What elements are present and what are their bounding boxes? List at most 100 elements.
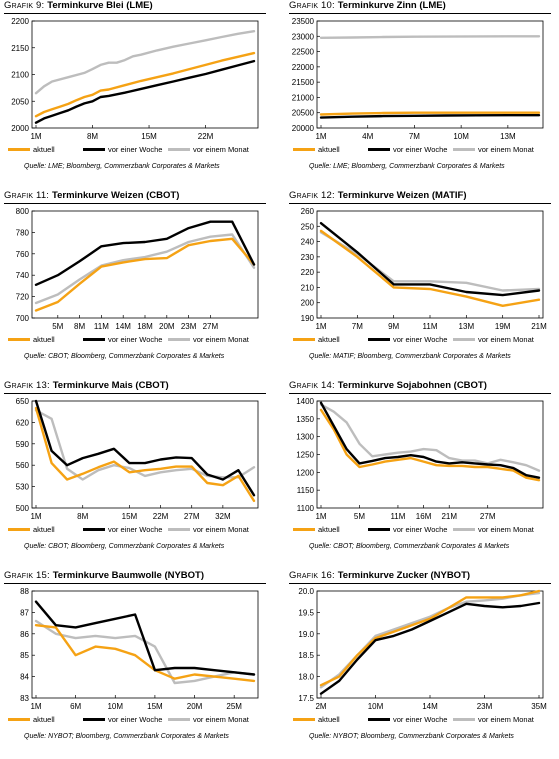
y-tick-label: 1250 [296,451,314,460]
series-line-aktuell [319,589,541,687]
title-rule [289,393,551,394]
legend-label: vor einer Woche [393,525,448,534]
legend-label: aktuell [318,525,340,534]
x-tick-label: 15M [147,702,163,711]
chart-title: Grafik 11: Terminkurve Weizen (CBOT) [4,190,179,204]
series-line-aktuell [319,229,541,308]
y-tick-label: 1150 [297,486,315,495]
y-tick-label: 86 [20,630,29,639]
x-tick-label: 11M [390,512,405,521]
chart-title: Grafik 9: Terminkurve Blei (LME) [4,0,153,14]
legend-swatch [168,718,190,721]
x-tick-label: 11M [94,322,109,331]
y-tick-label: 190 [301,314,315,323]
y-tick-label: 720 [16,293,30,302]
chart-name: Terminkurve Mais (CBOT) [52,380,169,391]
x-tick-label: 15M [122,512,138,521]
x-tick-label: 1M [30,702,41,711]
legend-swatch [368,148,390,151]
plot-frame [316,210,544,319]
x-tick-label: 13M [459,322,475,331]
y-tick-label: 800 [16,207,30,216]
legend-item-monat: vor einem Monat [453,145,534,154]
legend-label: vor einem Monat [478,525,534,534]
line-chart-zinn: 20000 20500 21000 21500 22000 22500 23000 23500… [292,17,544,141]
y-tick-label: 22000 [292,63,315,72]
chart-number: Grafik 10: [289,0,338,11]
chart-title: Grafik 12: Terminkurve Weizen (MATIF) [289,190,467,204]
legend-label: aktuell [318,715,340,724]
x-tick-label: 22M [198,132,214,141]
x-tick-label: 7M [352,322,363,331]
x-tick-label: 4M [362,132,373,141]
source-note: Quelle: CBOT; Bloomberg, Commerzbank Cor… [24,353,225,360]
legend-item-woche: vor einer Woche [368,715,447,724]
series-line-vor-einem-Monat [34,619,256,685]
x-tick-label: 25M [226,702,242,711]
chart-panel-zucker: Grafik 16: Terminkurve Zucker (NYBOT) 17… [289,570,559,755]
legend-item-aktuell: aktuell [8,525,55,534]
y-tick-label: 20000 [292,124,315,133]
legend-label: vor einem Monat [193,145,249,154]
x-tick-label: 10M [107,702,123,711]
y-tick-label: 240 [301,238,315,247]
y-tick-label: 230 [301,253,315,262]
source-note: Quelle: CBOT; Bloomberg, Commerzbank Cor… [309,543,510,550]
y-tick-label: 760 [16,250,30,259]
chart-name: Terminkurve Weizen (MATIF) [337,190,467,201]
y-tick-label: 1300 [296,433,314,442]
x-tick-label: 13M [500,132,516,141]
y-tick-label: 18.5 [298,651,314,660]
legend-swatch [453,528,475,531]
legend-item-woche: vor einer Woche [83,525,162,534]
legend-item-aktuell: aktuell [8,335,55,344]
legend-label: vor einer Woche [108,525,163,534]
y-tick-label: 260 [301,207,315,216]
series-line-aktuell [34,406,256,503]
y-tick-label: 22500 [292,48,315,57]
legend-label: aktuell [33,335,55,344]
x-tick-label: 8M [77,512,88,521]
legend-swatch [293,528,315,531]
legend-swatch [83,718,105,721]
x-tick-label: 23M [477,702,493,711]
chart-number: Grafik 12: [289,190,338,201]
y-tick-label: 1200 [296,468,314,477]
legend-item-monat: vor einem Monat [168,715,249,724]
y-tick-label: 1350 [296,415,314,424]
x-tick-label: 1M [30,132,41,141]
x-tick-label: 32M [215,512,231,521]
line-chart-baumwolle: 83 84 85 86 87 88 1M 6M 10M 15M 20M 25M [20,587,259,711]
chart-panel-weizen-matif: Grafik 12: Terminkurve Weizen (MATIF) 19… [289,190,559,375]
chart-number: Grafik 15: [4,570,53,581]
series-line-aktuell [319,111,541,116]
legend-item-woche: vor einer Woche [368,525,447,534]
legend-swatch [8,528,30,531]
legend-swatch [293,148,315,151]
series-line-vor-einer-Woche [34,220,256,287]
legend-label: vor einer Woche [108,335,163,344]
y-tick-label: 85 [20,651,29,660]
x-tick-label: 27M [203,322,219,331]
legend-label: vor einem Monat [193,335,249,344]
legend-swatch [293,338,315,341]
line-chart-weizen-cbot: 700 720 740 760 780 800 5M 8M 11M 14M 18M 20M 23M 27M [16,207,259,331]
line-chart-zucker: 17.5 18.0 18.5 19.0 19.5 20.0 2M 10M 14M 23M 35M [298,587,547,711]
chart-panel-baumwolle: Grafik 15: Terminkurve Baumwolle (NYBOT)… [4,570,274,755]
title-rule [4,583,266,584]
y-tick-label: 1100 [297,504,315,513]
y-tick-label: 620 [16,418,30,427]
x-tick-label: 10M [368,702,384,711]
x-tick-label: 2M [315,702,326,711]
series-line-vor-einer-Woche [319,601,541,695]
legend-swatch [168,338,190,341]
chart-number: Grafik 11: [4,190,52,201]
y-tick-label: 560 [16,461,30,470]
chart-title: Grafik 14: Terminkurve Sojabohnen (CBOT) [289,380,487,394]
x-tick-label: 19M [495,322,511,331]
legend-swatch [368,528,390,531]
line-chart-blei: 2000 2050 2100 2150 2200 1M 8M 15M 22M [11,17,259,141]
y-tick-label: 21500 [292,78,315,87]
legend-swatch [83,338,105,341]
plot-frame [31,210,259,319]
